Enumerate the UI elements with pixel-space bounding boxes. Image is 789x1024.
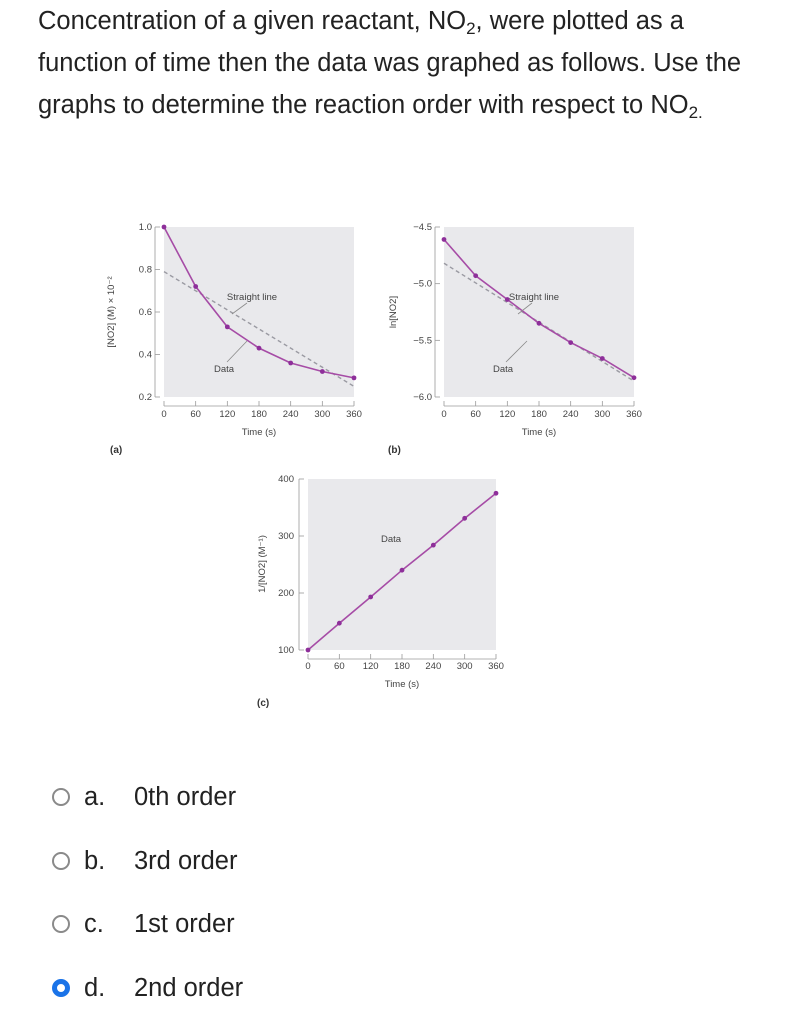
x-tick-label: 360 (626, 409, 642, 420)
x-tick-label: 300 (457, 661, 473, 672)
option-a-text: 0th order (134, 782, 237, 811)
radio-option-b[interactable] (52, 852, 70, 870)
y-tick-label: 0.6 (139, 307, 152, 318)
annotation-leader (226, 340, 248, 363)
chart-panel-a: 0 60 120 180 240 300 360 Time (s) 0.2 0.4 0.6 0.8 1.… (106, 222, 362, 456)
x-tick-label: 0 (305, 661, 310, 672)
plot-area (444, 227, 634, 397)
data-point (631, 375, 637, 381)
y-axis-label: ln[NO2] (388, 296, 399, 328)
x-tick-label: 0 (161, 409, 166, 420)
straight-line (443, 262, 635, 382)
annotation-leader (231, 302, 248, 315)
annotation-label: Data (381, 534, 402, 545)
y-axis-label: 1/[NO2] (M⁻¹) (257, 535, 268, 593)
option-c[interactable]: c. 1st order (52, 904, 235, 944)
annotation-leader (517, 302, 533, 315)
x-tick-label: 60 (190, 409, 201, 420)
option-b[interactable]: b. 3rd order (52, 841, 237, 881)
annotation-label: Data (214, 364, 235, 375)
y-tick-label: 0.2 (139, 392, 152, 403)
annotation-label: Data (493, 364, 514, 375)
x-tick-label: 120 (219, 409, 235, 420)
data-point (336, 620, 342, 626)
x-tick-label: 0 (441, 409, 446, 420)
y-tick-label: −4.5 (413, 222, 432, 233)
data-point (351, 375, 357, 381)
x-tick-label: 300 (314, 409, 330, 420)
data-point (441, 237, 447, 242)
data-point (504, 297, 510, 302)
data-point (430, 542, 436, 548)
x-tick-label: 180 (531, 409, 547, 420)
option-d[interactable]: d. 2nd order (52, 968, 243, 1008)
plot-area (164, 227, 354, 397)
panel-label: (a) (110, 445, 122, 456)
option-b-letter: b. (84, 846, 106, 875)
radio-option-c[interactable] (52, 915, 70, 933)
y-tick-label: 0.8 (139, 265, 152, 276)
option-a[interactable]: a. 0th order (52, 777, 236, 817)
data-point (536, 320, 542, 326)
x-tick-label: 120 (363, 661, 379, 672)
radio-option-d[interactable] (52, 979, 70, 997)
y-axis-label: [NO2] (M) × 10⁻² (106, 276, 117, 347)
data-point (256, 345, 262, 351)
data-point (319, 369, 325, 374)
x-tick-label: 60 (334, 661, 345, 672)
x-tick-label: 360 (346, 409, 362, 420)
y-tick-label: −6.0 (413, 392, 432, 403)
x-tick-label: 360 (488, 661, 504, 672)
panel-label: (b) (388, 445, 401, 456)
data-point (462, 515, 468, 521)
x-tick-label: 300 (594, 409, 610, 420)
data-point (305, 647, 311, 653)
option-c-letter: c. (84, 909, 104, 938)
plot-area (308, 479, 496, 650)
chart-panel-b: 0 60 120 180 240 300 360 Time (s) −6.0 −5.5 −5.0 −4… (388, 222, 642, 456)
x-tick-label: 240 (425, 661, 441, 672)
data-point (473, 273, 479, 279)
y-tick-label: 1.0 (139, 222, 152, 233)
option-d-text: 2nd order (134, 973, 244, 1002)
panel-label: (c) (257, 698, 269, 709)
x-axis-label: Time (s) (385, 679, 419, 690)
radio-option-a[interactable] (52, 788, 70, 806)
data-point (161, 224, 167, 230)
x-tick-label: 240 (283, 409, 299, 420)
x-tick-label: 180 (251, 409, 267, 420)
y-tick-label: 300 (278, 531, 294, 542)
data-point (493, 490, 499, 496)
data-point (599, 356, 605, 361)
data-point (193, 284, 199, 289)
data-point (368, 594, 374, 600)
annotation-label: Straight line (227, 292, 277, 303)
y-tick-label: −5.0 (413, 279, 432, 290)
option-a-letter: a. (84, 782, 106, 811)
y-tick-label: 400 (278, 474, 294, 485)
annotation-leader (505, 340, 528, 363)
x-tick-label: 60 (470, 409, 481, 420)
data-point (399, 567, 405, 573)
x-axis-label: Time (s) (522, 427, 556, 438)
x-tick-label: 120 (499, 409, 515, 420)
annotation-label: Straight line (509, 292, 559, 303)
data-point (288, 360, 294, 366)
option-b-text: 3rd order (134, 846, 238, 875)
straight-line (163, 271, 355, 387)
y-tick-label: 100 (278, 645, 294, 656)
figure-graphs: 0 60 120 180 240 300 360 Time (s) 0.2 0.4 0.6 0.8 1.… (52, 179, 737, 730)
x-tick-label: 180 (394, 661, 410, 672)
y-tick-label: 200 (278, 588, 294, 599)
y-tick-label: −5.5 (413, 335, 432, 346)
y-tick-label: 0.4 (139, 350, 152, 361)
question-text: Concentration of a given reactant, NO2, … (38, 7, 742, 122)
option-d-letter: d. (84, 973, 106, 1002)
x-axis-label: Time (s) (242, 427, 276, 438)
data-point (224, 324, 230, 330)
option-c-text: 1st order (134, 909, 235, 938)
x-tick-label: 240 (563, 409, 579, 420)
chart-panel-c: 0 60 120 180 240 300 360 Time (s) 100 200 300 400 1/… (257, 474, 504, 709)
data-point (568, 340, 574, 345)
